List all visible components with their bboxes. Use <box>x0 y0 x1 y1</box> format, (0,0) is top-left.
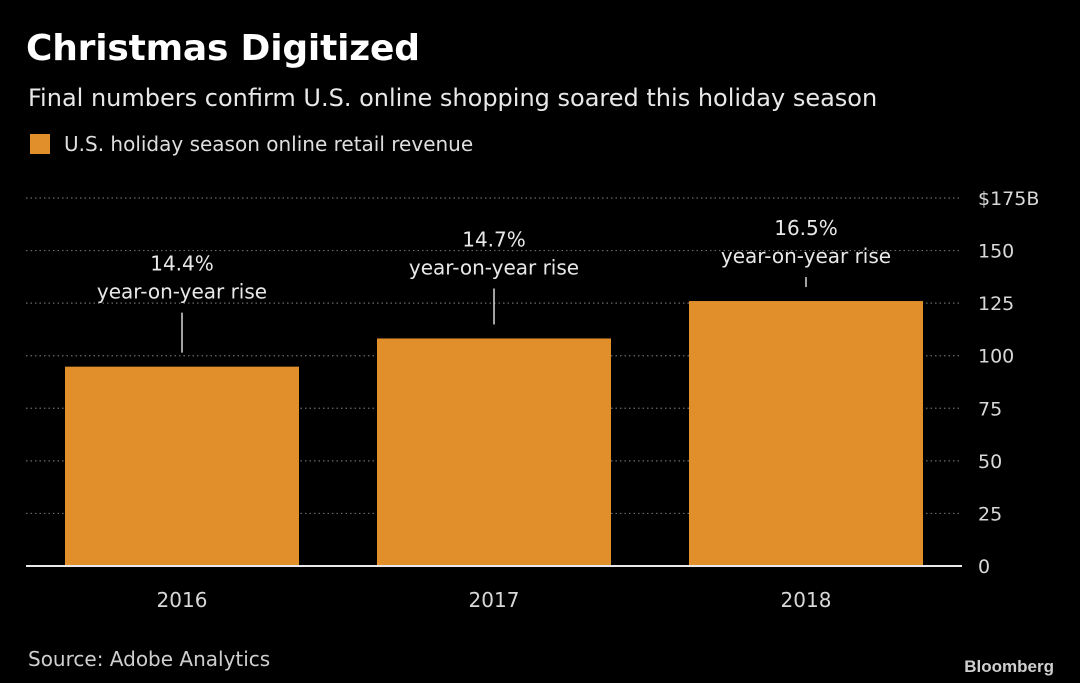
chart-title: Christmas Digitized <box>26 28 420 69</box>
annotation-text: year-on-year rise <box>409 255 579 279</box>
y-tick-label: 150 <box>978 241 1014 263</box>
bar-2018 <box>689 301 923 566</box>
x-tick-label: 2018 <box>781 588 832 612</box>
annotation-pct: 14.7% <box>462 227 526 251</box>
bar-2016 <box>65 366 299 566</box>
annotation-pct: 16.5% <box>774 216 838 240</box>
legend-label: U.S. holiday season online retail revenu… <box>64 132 474 156</box>
y-tick-label: 0 <box>978 556 990 578</box>
annotation-text: year-on-year rise <box>97 280 267 304</box>
source-note: Source: Adobe Analytics <box>28 647 271 671</box>
y-tick-label: 75 <box>978 398 1002 420</box>
bar-2017 <box>377 338 611 566</box>
chart-subtitle: Final numbers confirm U.S. online shoppi… <box>28 84 878 112</box>
y-tick-label: 100 <box>978 346 1014 368</box>
y-tick-label: 25 <box>978 503 1002 525</box>
brand-logo: Bloomberg <box>964 657 1054 676</box>
y-tick-label: $175B <box>978 188 1039 210</box>
x-tick-label: 2016 <box>157 588 208 612</box>
x-tick-label: 2017 <box>469 588 520 612</box>
y-tick-label: 50 <box>978 451 1002 473</box>
y-tick-label: 125 <box>978 293 1014 315</box>
annotation-pct: 14.4% <box>150 252 214 276</box>
legend-swatch <box>30 134 50 154</box>
legend: U.S. holiday season online retail revenu… <box>30 132 473 156</box>
annotation-text: year-on-year rise <box>721 244 891 268</box>
